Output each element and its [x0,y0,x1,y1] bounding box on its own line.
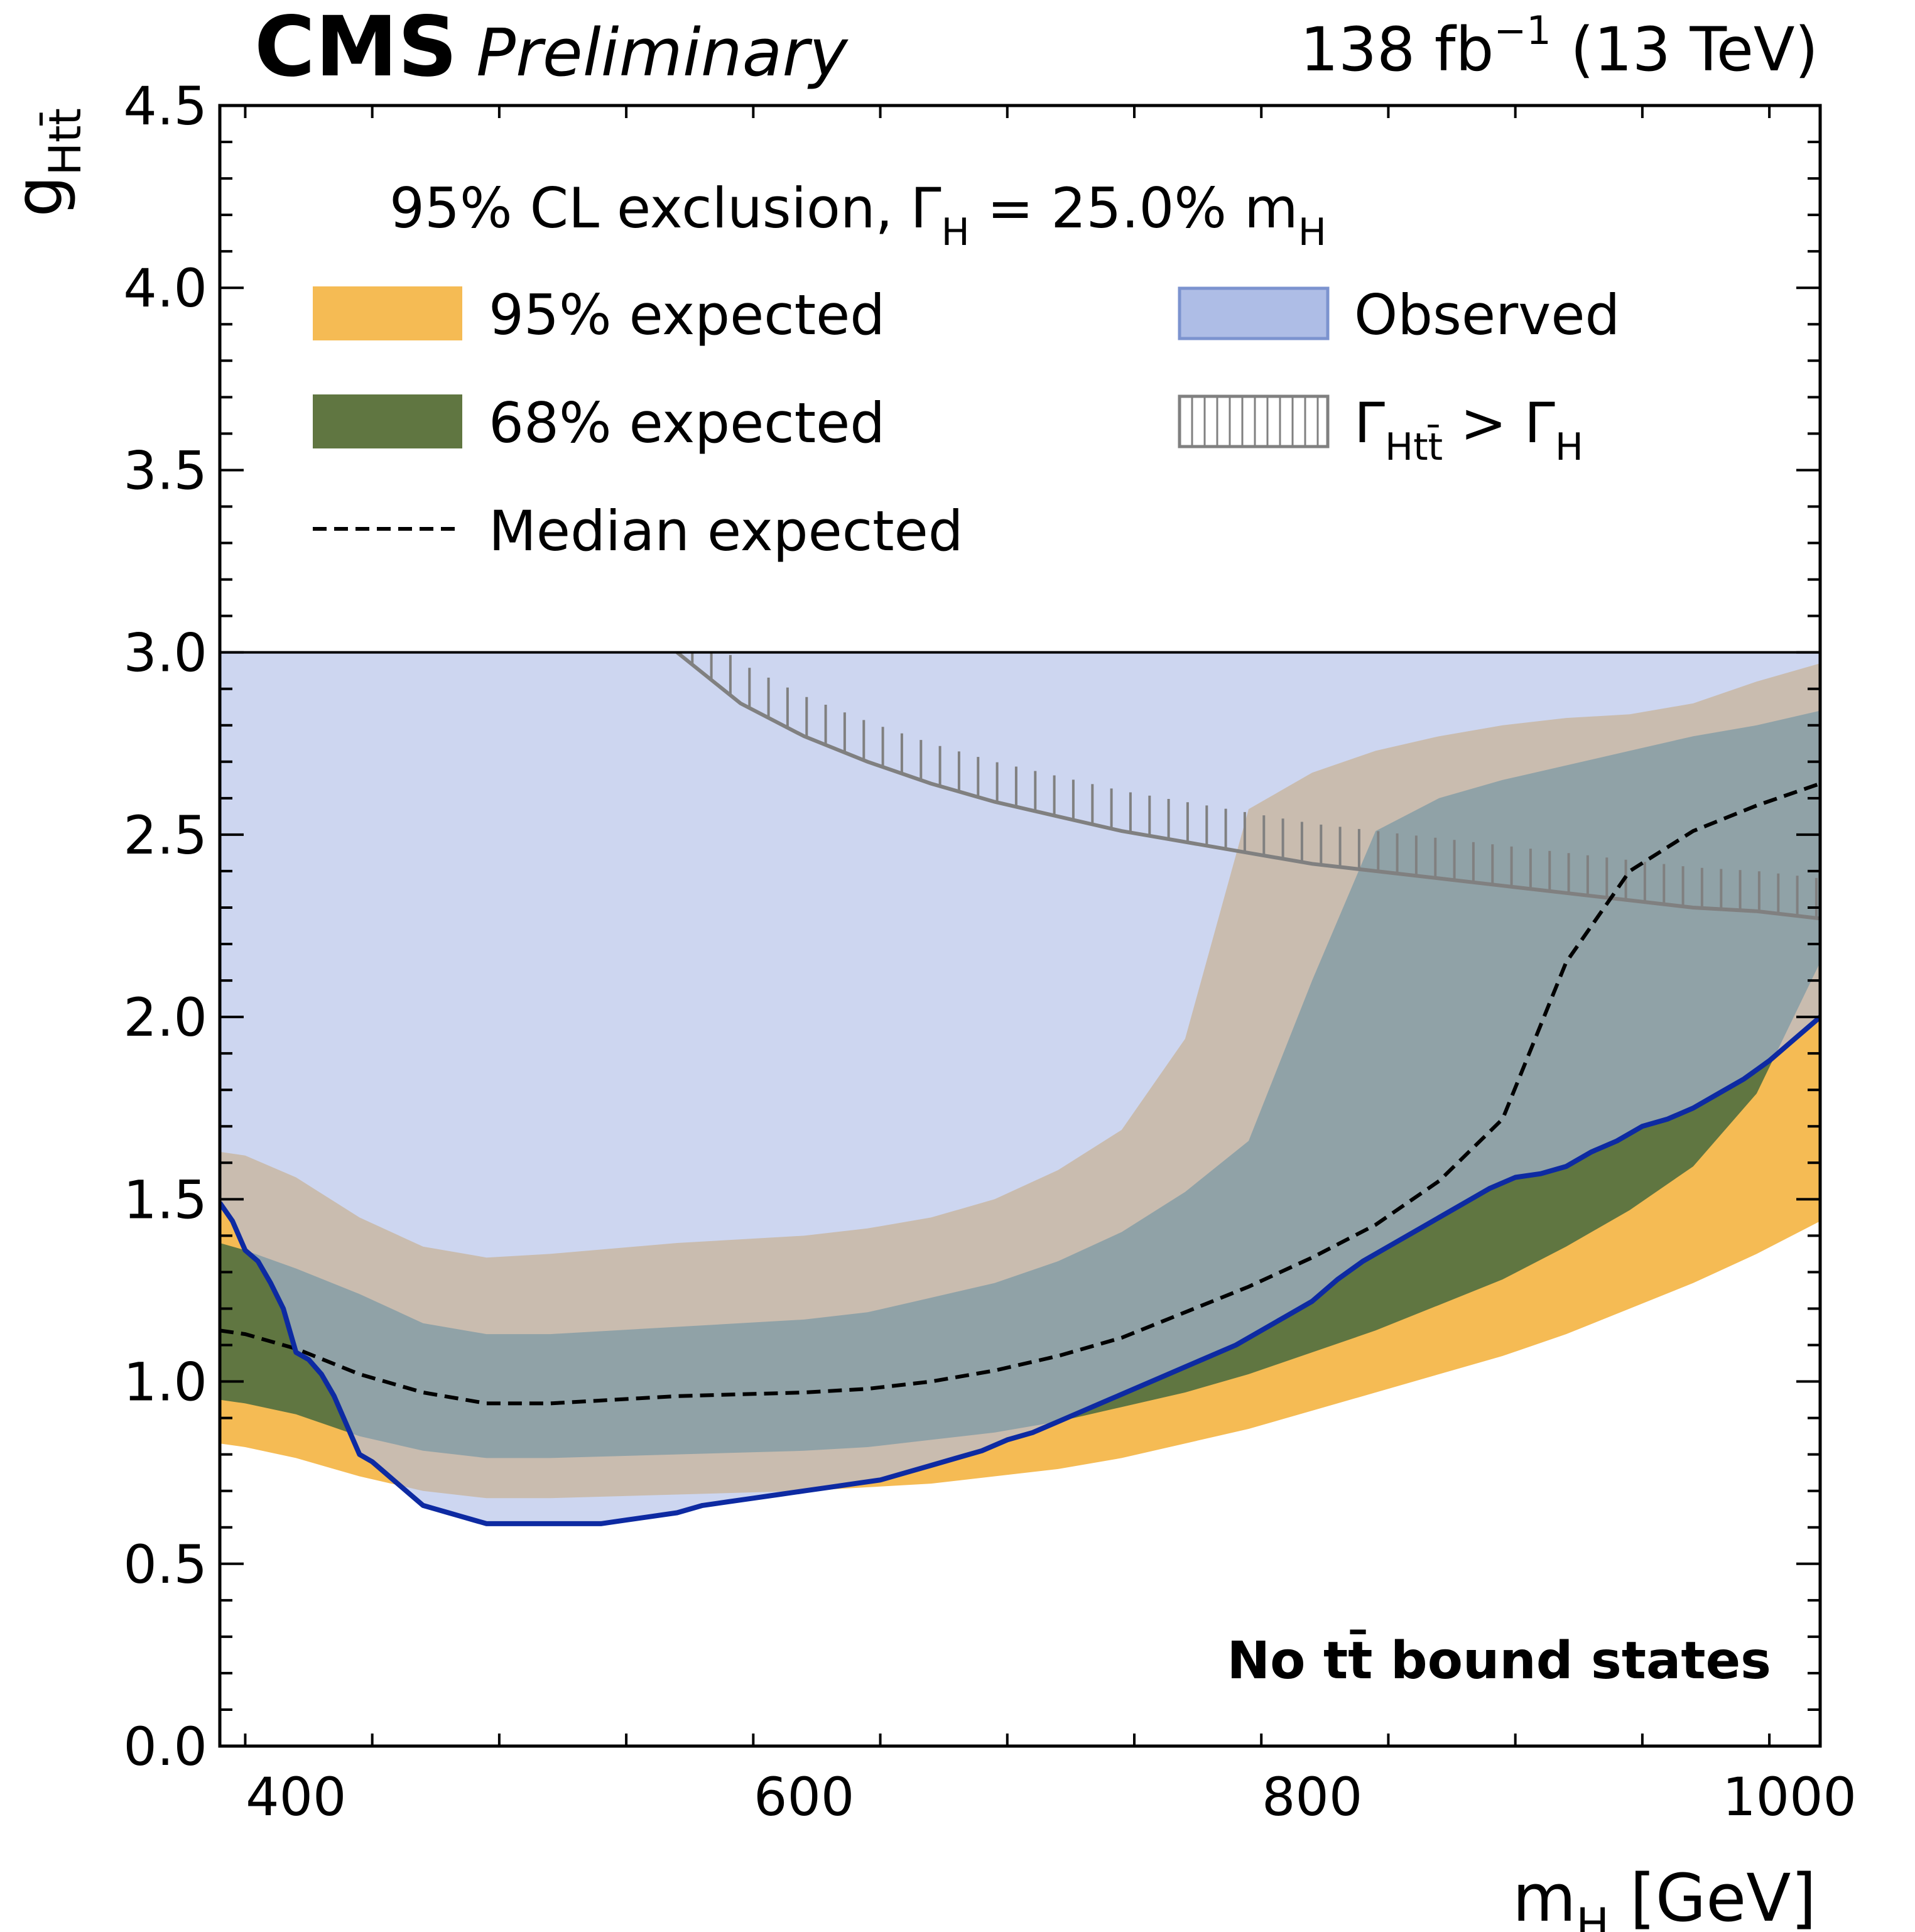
legend-background [220,106,1820,653]
y-tick-label: 1.0 [123,1352,207,1413]
x-tick-label: 400 [246,1766,346,1828]
legend-label-68: 68% expected [489,391,885,455]
x-axis-title-main: m [1512,1860,1576,1932]
legend-width-sub2: H [1555,425,1583,469]
y-tick-label: 3.0 [123,622,207,684]
legend-swatch-observed [1178,286,1330,340]
x-tick-label: 800 [1262,1766,1362,1828]
x-axis-title-sub: H [1576,1899,1609,1932]
y-axis-title-sub: Htt̄ [39,108,91,176]
x-tick-label: 600 [754,1766,854,1828]
legend-title: 95% CL exclusion, ΓH = 25.0% mH [389,176,1326,254]
legend-width-main: Γ [1354,391,1385,455]
legend: 95% CL exclusion, ΓH = 25.0% mH 95% expe… [220,106,1820,653]
y-tick-label: 2.5 [123,805,207,866]
legend-label-width-limit: ΓHtt̄ > ΓH [1354,391,1583,469]
y-tick-label: 4.5 [123,75,207,137]
plot-frame [218,104,1822,1748]
y-tick-label: 4.0 [123,258,207,319]
luminosity-label: 138 fb−1 (13 TeV) [1300,8,1818,85]
legend-width-sub1: Htt̄ [1385,424,1443,469]
legend-width-mid: > Γ [1443,391,1555,455]
y-tick-label: 3.5 [123,440,207,501]
legend-title-mid: = 25.0% m [970,176,1298,241]
y-tick-label: 2.0 [123,987,207,1048]
y-tick-label: 0.0 [123,1716,207,1777]
y-axis-title-main: g [1,176,77,217]
axes: 0.0 0.5 1.0 1.5 2.0 2.5 3.0 3.5 4.0 4.5 400 600 800 1… [123,75,1857,1828]
legend-label-median: Median expected [489,499,963,563]
x-axis-title-unit: [GeV] [1609,1860,1816,1932]
y-tick-label: 1.5 [123,1169,207,1230]
y-axis-title: gHtt̄ [1,108,91,217]
status-label: Preliminary [476,14,849,91]
width-limit-line [676,651,1820,921]
energy-label: (13 TeV) [1551,14,1818,85]
limit-lines [220,651,1820,1526]
legend-title-sub1: H [941,210,970,254]
x-axis-title: mH [GeV] [1512,1860,1816,1932]
lumi-exponent: −1 [1494,8,1551,53]
annotation-bound-states: No tt̄ bound states [1227,1629,1771,1691]
legend-swatch-95 [313,286,462,340]
y-tick-label: 0.5 [123,1534,207,1595]
cms-logo-text: CMS [254,0,457,95]
experiment-label: CMS Preliminary [254,0,849,95]
legend-swatch-width-limit [1178,394,1330,448]
legend-label-95: 95% expected [489,283,885,347]
observed-limit-line [220,1015,1820,1526]
legend-title-sub2: H [1298,210,1326,254]
x-tick-label: 1000 [1722,1766,1857,1828]
legend-title-main: 95% CL exclusion, Γ [389,176,941,241]
lumi-value: 138 fb [1300,14,1494,85]
legend-label-observed: Observed [1354,283,1620,347]
legend-swatch-68 [313,394,462,448]
